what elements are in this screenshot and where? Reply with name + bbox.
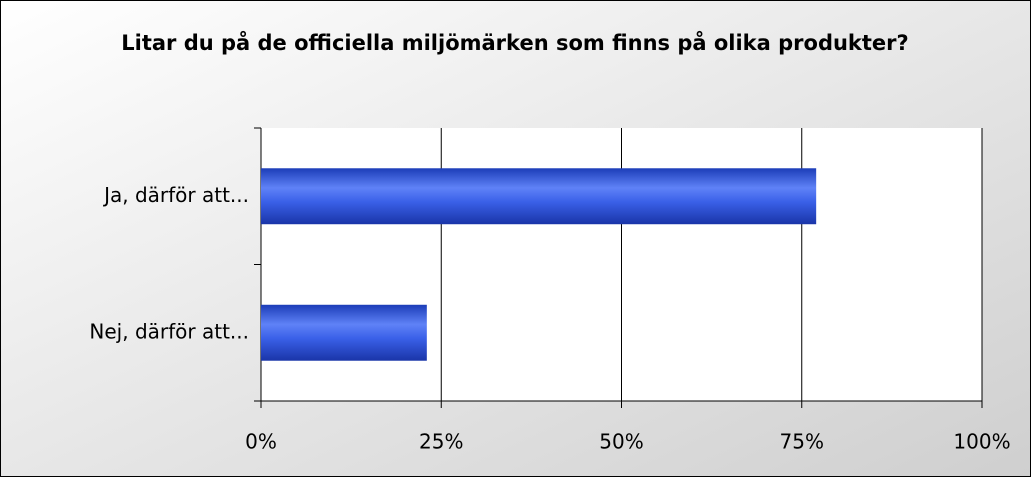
- y-tick-label: Ja, därför att...: [102, 183, 249, 207]
- y-tick-label: Nej, därför att...: [89, 319, 249, 343]
- bar: [261, 168, 817, 225]
- x-tick-label: 25%: [419, 430, 463, 454]
- x-tick-label: 75%: [780, 430, 824, 454]
- x-tick-label: 50%: [599, 430, 643, 454]
- x-tick-label: 0%: [245, 430, 277, 454]
- x-tick-label: 100%: [953, 430, 1010, 454]
- bar: [261, 304, 427, 361]
- chart-title: Litar du på de officiella miljömärken so…: [121, 31, 909, 55]
